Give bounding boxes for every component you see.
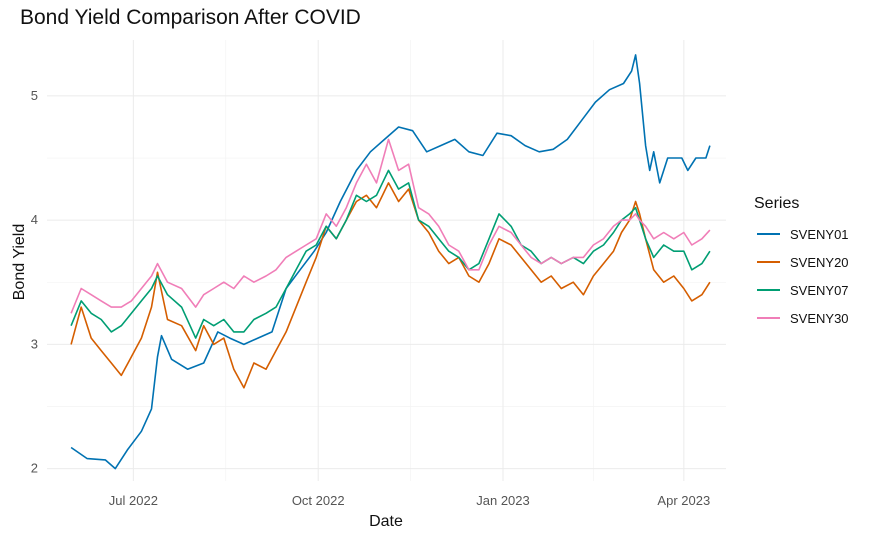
- y-axis-title: Bond Yield: [11, 224, 28, 301]
- series-line-sveny30: [70, 138, 711, 314]
- series-line-sveny07: [70, 169, 711, 339]
- series-line-sveny20: [70, 182, 711, 389]
- x-tick-label: Jan 2023: [476, 493, 530, 508]
- x-tick-labels: Jul 2022 Oct 2022 Jan 2023 Apr 2023: [109, 493, 710, 508]
- chart-title: Bond Yield Comparison After COVID: [20, 6, 361, 29]
- legend-label-sveny20: SVENY20: [790, 255, 849, 270]
- legend-title: Series: [754, 195, 799, 212]
- legend-label-sveny07: SVENY07: [790, 283, 849, 298]
- x-tick-label: Jul 2022: [109, 493, 158, 508]
- legend: Series SVENY01 SVENY20 SVENY07 SVENY30: [754, 195, 849, 326]
- y-tick-label: 2: [31, 461, 38, 476]
- legend-label-sveny01: SVENY01: [790, 227, 849, 242]
- x-tick-label: Apr 2023: [657, 493, 710, 508]
- y-tick-label: 4: [31, 212, 38, 227]
- grid: [47, 40, 726, 481]
- x-tick-label: Oct 2022: [292, 493, 345, 508]
- y-tick-label: 5: [31, 88, 38, 103]
- y-tick-label: 3: [31, 336, 38, 351]
- series-line-sveny01: [70, 54, 711, 470]
- series-lines: [70, 54, 711, 470]
- y-tick-labels: 2 3 4 5: [31, 88, 38, 476]
- x-axis-title: Date: [369, 513, 403, 530]
- legend-label-sveny30: SVENY30: [790, 311, 849, 326]
